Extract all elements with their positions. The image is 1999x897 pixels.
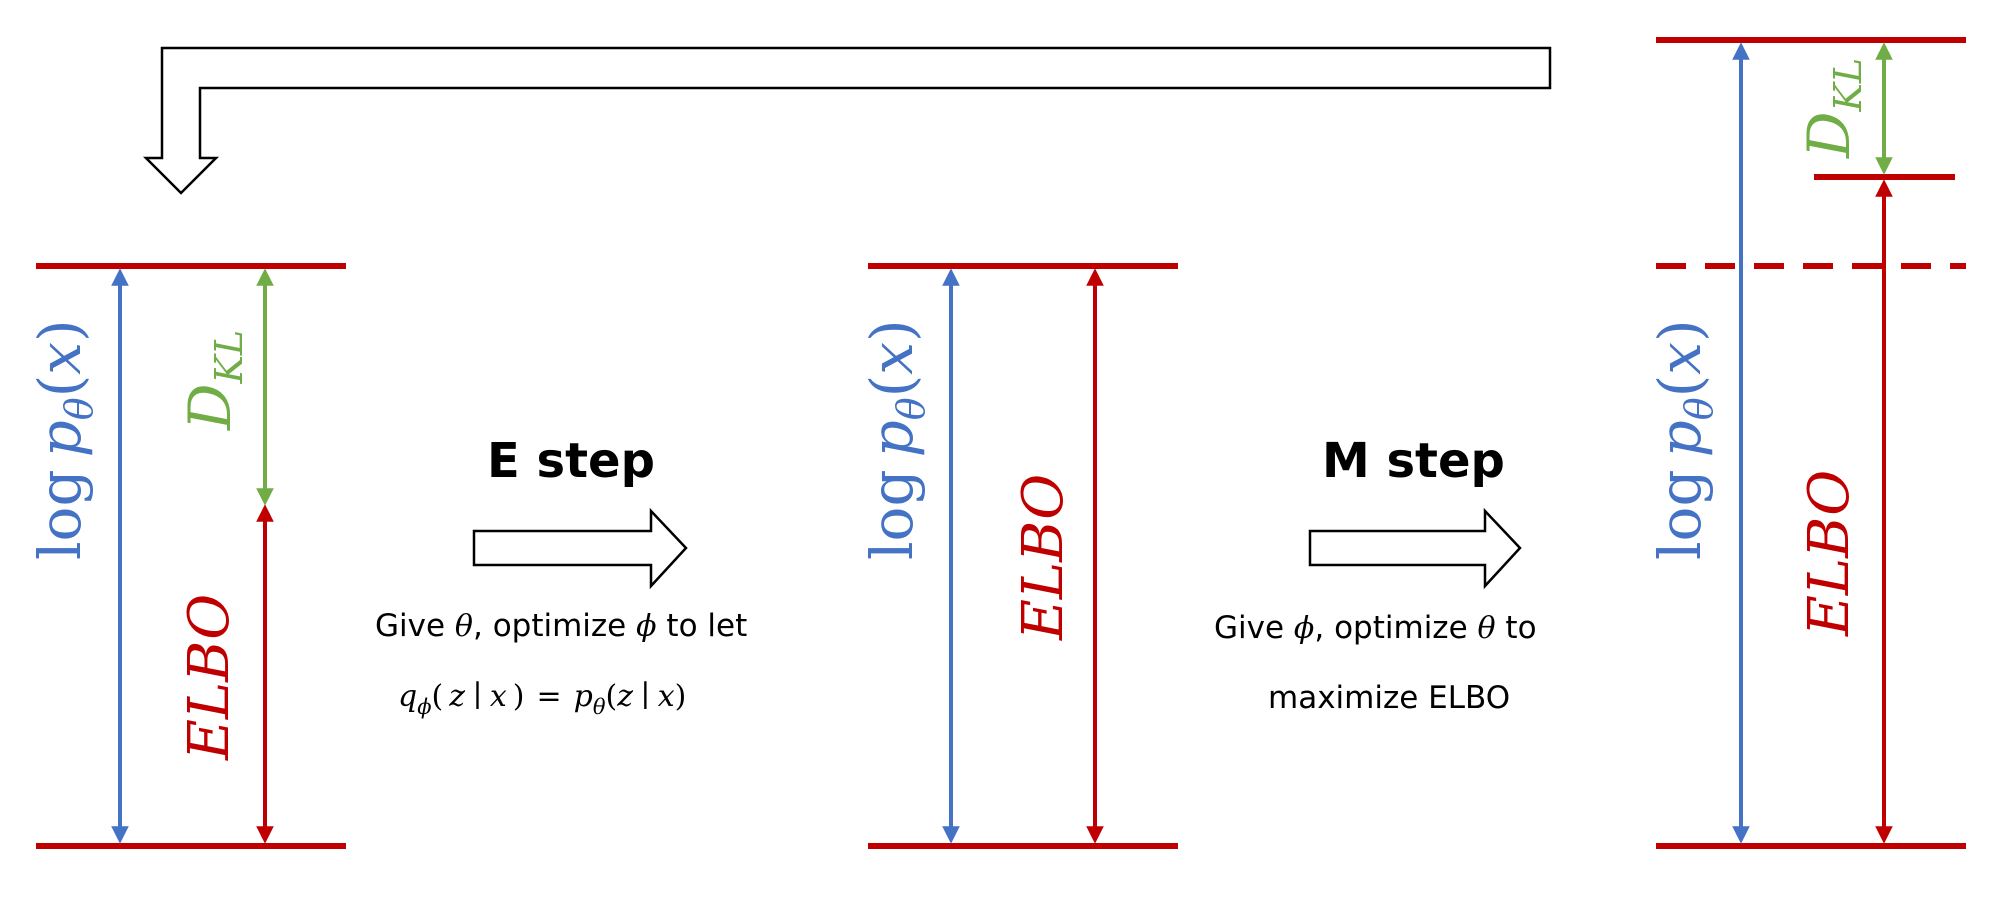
e-step-caption-line1: Give θ, optimize ϕ to let xyxy=(375,608,747,644)
kl-label: DKL xyxy=(1795,58,1870,159)
e-step-title: E step xyxy=(487,433,655,489)
log-likelihood-label: logpθ(x) xyxy=(858,319,933,560)
log-likelihood-label: logpθ(x) xyxy=(26,319,101,560)
elbo-label: ELBO xyxy=(1011,474,1076,641)
kl-label: DKL xyxy=(176,330,251,431)
e-step-group: E step Give θ, optimize ϕ to let qϕ(z ∣ x)… xyxy=(375,433,747,719)
log-likelihood-label: logpθ(x) xyxy=(1646,319,1721,560)
panel-after-m-step: logpθ(x) DKL ELBO xyxy=(1646,37,1966,849)
m-step-caption-line2: maximize ELBO xyxy=(1268,680,1510,716)
panel-after-e-step: logpθ(x) ELBO xyxy=(858,263,1178,849)
elbo-label: ELBO xyxy=(1797,470,1862,637)
m-step-group: M step Give ϕ, optimize θ to maximize EL… xyxy=(1214,433,1537,716)
e-step-arrow xyxy=(472,507,688,590)
loop-back-arrow xyxy=(142,46,1552,195)
elbo-label: ELBO xyxy=(177,594,242,761)
m-step-title: M step xyxy=(1322,433,1505,489)
m-step-arrow xyxy=(1308,507,1522,590)
m-step-caption-line1: Give ϕ, optimize θ to xyxy=(1214,610,1537,646)
e-step-caption-line2: qϕ(z ∣ x) = pθ(z ∣ x) xyxy=(398,679,686,719)
panel-before-e-step: logpθ(x) DKL ELBO xyxy=(26,263,346,849)
